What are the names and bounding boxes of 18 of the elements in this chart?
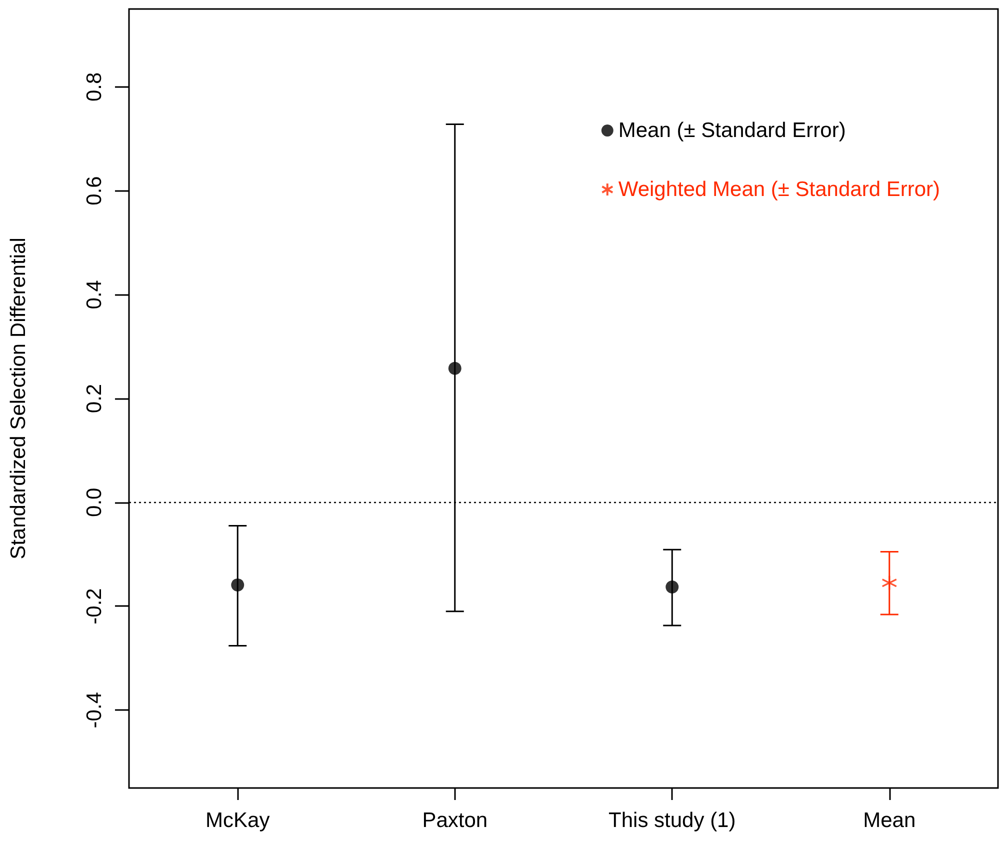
y-tick-label: 0.0 — [83, 488, 106, 517]
y-tick-label: -0.2 — [83, 588, 106, 624]
legend-label: Mean (± Standard Error) — [618, 119, 846, 142]
point — [882, 575, 898, 591]
x-tick-label: McKay — [206, 809, 270, 832]
legend-label: Weighted Mean (± Standard Error) — [618, 178, 940, 201]
y-tick-label: 0.6 — [83, 176, 106, 206]
point — [231, 578, 244, 592]
y-tick-label: 0.8 — [83, 72, 106, 102]
y-tick-label: -0.4 — [83, 692, 106, 728]
x-tick-label: Mean — [863, 809, 916, 832]
point — [448, 362, 462, 375]
point — [666, 580, 679, 594]
y-axis-title: Standardized Selection Differential — [7, 238, 30, 560]
x-tick-label: This study (1) — [608, 809, 736, 832]
y-tick-label: 0.4 — [83, 280, 106, 310]
y-tick-label: 0.2 — [83, 384, 106, 414]
x-tick-label: Paxton — [422, 809, 488, 832]
